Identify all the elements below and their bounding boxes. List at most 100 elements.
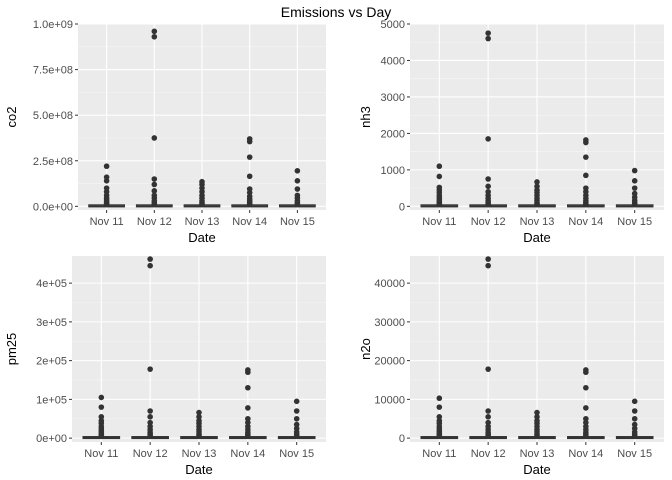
- outlier-point: [151, 33, 158, 40]
- outlier-point: [583, 137, 589, 143]
- y-tick-label: 3e+05: [36, 317, 67, 329]
- outlier-point: [151, 176, 158, 182]
- boxplot-nov-12: [469, 30, 507, 208]
- x-tick-label: Nov 14: [230, 448, 265, 460]
- x-tick-label: Nov 12: [133, 448, 168, 460]
- y-tick-label: 40000: [374, 278, 405, 290]
- outlier-point: [98, 414, 105, 420]
- outlier-point: [196, 414, 202, 420]
- outlier-point: [293, 421, 300, 428]
- outlier-point: [293, 425, 300, 432]
- pm25-boxplot-panel: 0e+00 1e+05 2e+05 3e+05 4e+05 Nov 11 Nov 12 Nov…: [4, 256, 326, 477]
- outlier-point: [485, 262, 491, 269]
- x-tick-label: Nov 11: [84, 448, 118, 460]
- outlier-point: [631, 185, 638, 191]
- figure-title: Emissions vs Day: [280, 4, 392, 20]
- outlier-point: [103, 163, 110, 170]
- y-tick-label: 2.5e+08: [33, 156, 73, 168]
- outlier-point: [151, 135, 158, 141]
- y-tick-label: 2e+05: [36, 356, 67, 368]
- x-tick-label: Nov 15: [617, 216, 652, 228]
- outlier-point: [293, 408, 300, 414]
- x-tick-label: Nov 13: [185, 216, 220, 228]
- outlier-point: [436, 404, 443, 410]
- outlier-point: [583, 423, 589, 430]
- y-tick-label: 0e+00: [36, 433, 67, 445]
- y-axis-title: n2o: [358, 338, 373, 360]
- outlier-point: [485, 414, 491, 420]
- outlier-point: [583, 384, 589, 391]
- outlier-point: [534, 417, 540, 424]
- outlier-point: [631, 408, 638, 414]
- boxplot-nov-12: [469, 256, 507, 440]
- y-tick-label: 2000: [381, 128, 405, 140]
- boxplot-nov-14: [231, 136, 269, 208]
- outlier-point: [631, 398, 638, 405]
- outlier-point: [583, 405, 589, 411]
- outlier-point: [293, 398, 300, 405]
- x-axis-title: Date: [185, 462, 212, 477]
- boxplot-nov-13: [518, 179, 556, 208]
- x-tick-label: Nov 15: [279, 448, 314, 460]
- outlier-point: [631, 415, 638, 422]
- nh3-boxplot-panel: 0 1000 2000 3000 4000 5000 Nov 11 Nov 12 Nov 13 N…: [358, 19, 664, 245]
- outlier-point: [294, 192, 301, 199]
- outlier-point: [485, 256, 491, 262]
- outlier-point: [436, 184, 443, 191]
- outlier-point: [147, 256, 153, 262]
- x-tick-label: Nov 12: [137, 216, 172, 228]
- outlier-point: [196, 409, 202, 416]
- x-tick-label: Nov 14: [232, 216, 267, 228]
- outlier-point: [147, 366, 153, 372]
- x-tick-label: Nov 13: [520, 216, 555, 228]
- outlier-point: [485, 136, 491, 142]
- y-tick-label: 1e+05: [36, 394, 67, 406]
- y-tick-label: 1000: [381, 165, 405, 177]
- y-tick-label: 0.0e+00: [33, 201, 73, 213]
- x-tick-label: Nov 11: [422, 448, 456, 460]
- outlier-point: [246, 173, 253, 180]
- outlier-point: [98, 404, 105, 410]
- boxplot-nov-15: [277, 398, 316, 440]
- outlier-point: [485, 366, 491, 372]
- y-tick-label: 5.0e+08: [33, 110, 73, 122]
- x-tick-label: Nov 11: [422, 216, 456, 228]
- outlier-point: [245, 419, 251, 426]
- outlier-point: [631, 190, 638, 197]
- co2-boxplot-panel: 0.0e+00 2.5e+08 5.0e+08 7.5e+08 1.0e+09 Nov 1…: [4, 19, 326, 245]
- outlier-point: [583, 415, 589, 422]
- outlier-point: [294, 186, 301, 192]
- y-tick-label: 30000: [374, 317, 405, 329]
- boxplot-nov-13: [180, 409, 218, 440]
- boxplot-nov-15: [615, 398, 654, 440]
- boxplot-nov-11: [82, 394, 121, 440]
- outlier-point: [245, 384, 251, 391]
- x-axis-title: Date: [188, 230, 215, 245]
- x-axis-title: Date: [523, 230, 550, 245]
- outlier-point: [245, 415, 251, 422]
- n2o-boxplot-panel: 0 10000 20000 30000 40000 Nov 11 Nov 12 Nov 13 N…: [358, 256, 664, 477]
- y-tick-label: 0: [399, 433, 405, 445]
- boxplot-nov-15: [615, 167, 654, 208]
- outlier-point: [199, 178, 205, 185]
- outlier-point: [583, 154, 589, 160]
- outlier-point: [436, 417, 443, 424]
- outlier-point: [631, 425, 638, 432]
- boxplot-nov-13: [183, 178, 221, 208]
- boxplot-nov-11: [420, 395, 459, 440]
- y-tick-label: 5000: [381, 19, 405, 31]
- outlier-point: [485, 419, 491, 426]
- outlier-point: [631, 178, 638, 184]
- outlier-point: [151, 181, 158, 188]
- outlier-point: [245, 367, 251, 373]
- outlier-point: [485, 35, 491, 42]
- y-tick-label: 4e+05: [36, 278, 67, 290]
- outlier-point: [98, 394, 105, 401]
- outlier-point: [534, 409, 540, 416]
- outlier-point: [485, 183, 491, 190]
- outlier-point: [246, 154, 253, 160]
- outlier-point: [485, 188, 491, 195]
- x-tick-label: Nov 15: [280, 216, 315, 228]
- outlier-point: [583, 185, 589, 191]
- outlier-point: [534, 183, 540, 190]
